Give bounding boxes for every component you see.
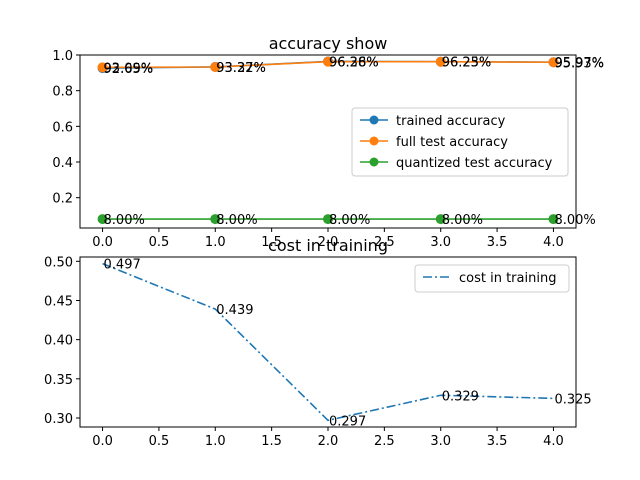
data-point xyxy=(548,57,559,68)
data-point xyxy=(97,214,108,225)
data-point xyxy=(210,62,221,73)
y-tick-label: 0.30 xyxy=(44,412,73,427)
data-label: 8.00% xyxy=(216,213,257,228)
data-label: 0.329 xyxy=(442,389,479,404)
legend-label: full test accuracy xyxy=(396,135,508,150)
data-label: 0.497 xyxy=(104,258,141,273)
legend-marker xyxy=(369,157,379,167)
data-label: 8.00% xyxy=(329,213,370,228)
x-tick-label: 2.5 xyxy=(374,235,395,250)
data-label: 0.325 xyxy=(554,392,591,407)
data-point xyxy=(323,56,333,67)
data-label: 96.23% xyxy=(442,56,492,71)
series-line-cost-in-training xyxy=(102,262,554,422)
legend-label: cost in training xyxy=(459,271,556,286)
x-tick-label: 0.5 xyxy=(149,235,170,250)
legend-box xyxy=(351,107,569,177)
y-tick-label: 0.35 xyxy=(44,373,73,388)
cost-chart-title: cost in training xyxy=(268,236,388,255)
data-label: 95.97% xyxy=(554,56,604,71)
accuracy-series-layer xyxy=(97,56,559,225)
data-label: 92.65% xyxy=(104,62,154,77)
legend-marker xyxy=(369,136,379,146)
data-label: 93.09% xyxy=(104,61,154,76)
y-tick-label: 0.8 xyxy=(52,85,73,100)
data-label: 95.93% xyxy=(554,56,604,71)
data-point xyxy=(548,214,559,225)
data-label: 8.00% xyxy=(442,213,483,228)
x-tick-label: 3.0 xyxy=(430,235,451,250)
y-tick-label: 0.40 xyxy=(44,334,73,349)
accuracy-chart: accuracy show 0.0 0.5 1.0 1.5 2.0 2.5 3.0 3.5 4.… xyxy=(52,34,604,250)
x-tick-label: 3.5 xyxy=(487,434,508,449)
data-point xyxy=(323,214,333,225)
data-label: 93.32% xyxy=(216,61,266,76)
x-tick-label: 2.0 xyxy=(318,235,339,250)
x-tick-label: 1.0 xyxy=(205,235,226,250)
x-tick-label: 0.5 xyxy=(149,434,170,449)
x-tick-label: 1.5 xyxy=(261,434,282,449)
data-point xyxy=(435,214,446,225)
accuracy-chart-title: accuracy show xyxy=(269,34,388,53)
data-point xyxy=(97,62,108,73)
y-tick-label: 0.45 xyxy=(44,294,73,309)
x-tick-label: 1.0 xyxy=(205,434,226,449)
x-tick-label: 3.5 xyxy=(487,235,508,250)
data-label: 96.38% xyxy=(329,55,379,70)
data-label: 93.27% xyxy=(216,61,266,76)
legend-marker xyxy=(369,115,379,125)
x-tick-label: 2.0 xyxy=(318,434,339,449)
accuracy-legend: trained accuracy full test accuracy quanti… xyxy=(351,107,569,177)
data-label: 96.25% xyxy=(442,56,492,71)
cost-legend: cost in training xyxy=(414,264,570,293)
data-point xyxy=(435,56,446,67)
x-tick-label: 1.5 xyxy=(261,235,282,250)
cost-series-layer xyxy=(102,262,554,422)
legend-label: quantized test accuracy xyxy=(396,156,553,171)
x-tick-label: 4.0 xyxy=(543,434,564,449)
y-tick-label: 0.2 xyxy=(52,192,73,207)
cost-axes: 0.0 0.5 1.0 1.5 2.0 2.5 3.0 3.5 4.0 0.30 0.35 0.40 0… xyxy=(44,255,577,449)
y-tick-label: 0.50 xyxy=(44,255,73,270)
x-tick-label: 2.5 xyxy=(374,434,395,449)
data-label: 8.00% xyxy=(104,213,145,228)
y-tick-label: 0.6 xyxy=(52,120,73,135)
x-tick-label: 0.0 xyxy=(92,235,113,250)
accuracy-axes: 0.0 0.5 1.0 1.5 2.0 2.5 3.0 3.5 4.0 0.2 0.4 0.6 0.8 1… xyxy=(52,49,577,250)
cost-data-labels: 0.497 0.439 0.297 0.329 0.325 xyxy=(104,258,592,430)
data-point xyxy=(210,214,221,225)
legend-label: trained accuracy xyxy=(396,114,506,129)
accuracy-data-labels: 92.65% 93.32% 96.38% 96.25% 95.97% 93.09% 93.2… xyxy=(104,55,604,228)
cost-chart: cost in training 0.0 0.5 1.0 1.5 2.0 2.5 3.0 3.… xyxy=(44,236,592,449)
y-tick-label: 0.4 xyxy=(52,156,73,171)
data-label: 0.439 xyxy=(216,303,253,318)
x-tick-label: 4.0 xyxy=(543,235,564,250)
x-tick-label: 3.0 xyxy=(430,434,451,449)
data-label: 8.00% xyxy=(554,213,595,228)
x-tick-label: 0.0 xyxy=(92,434,113,449)
legend-box xyxy=(414,264,570,293)
y-tick-label: 1.0 xyxy=(52,49,73,64)
data-label: 96.26% xyxy=(329,56,379,71)
data-label: 0.297 xyxy=(329,414,366,429)
